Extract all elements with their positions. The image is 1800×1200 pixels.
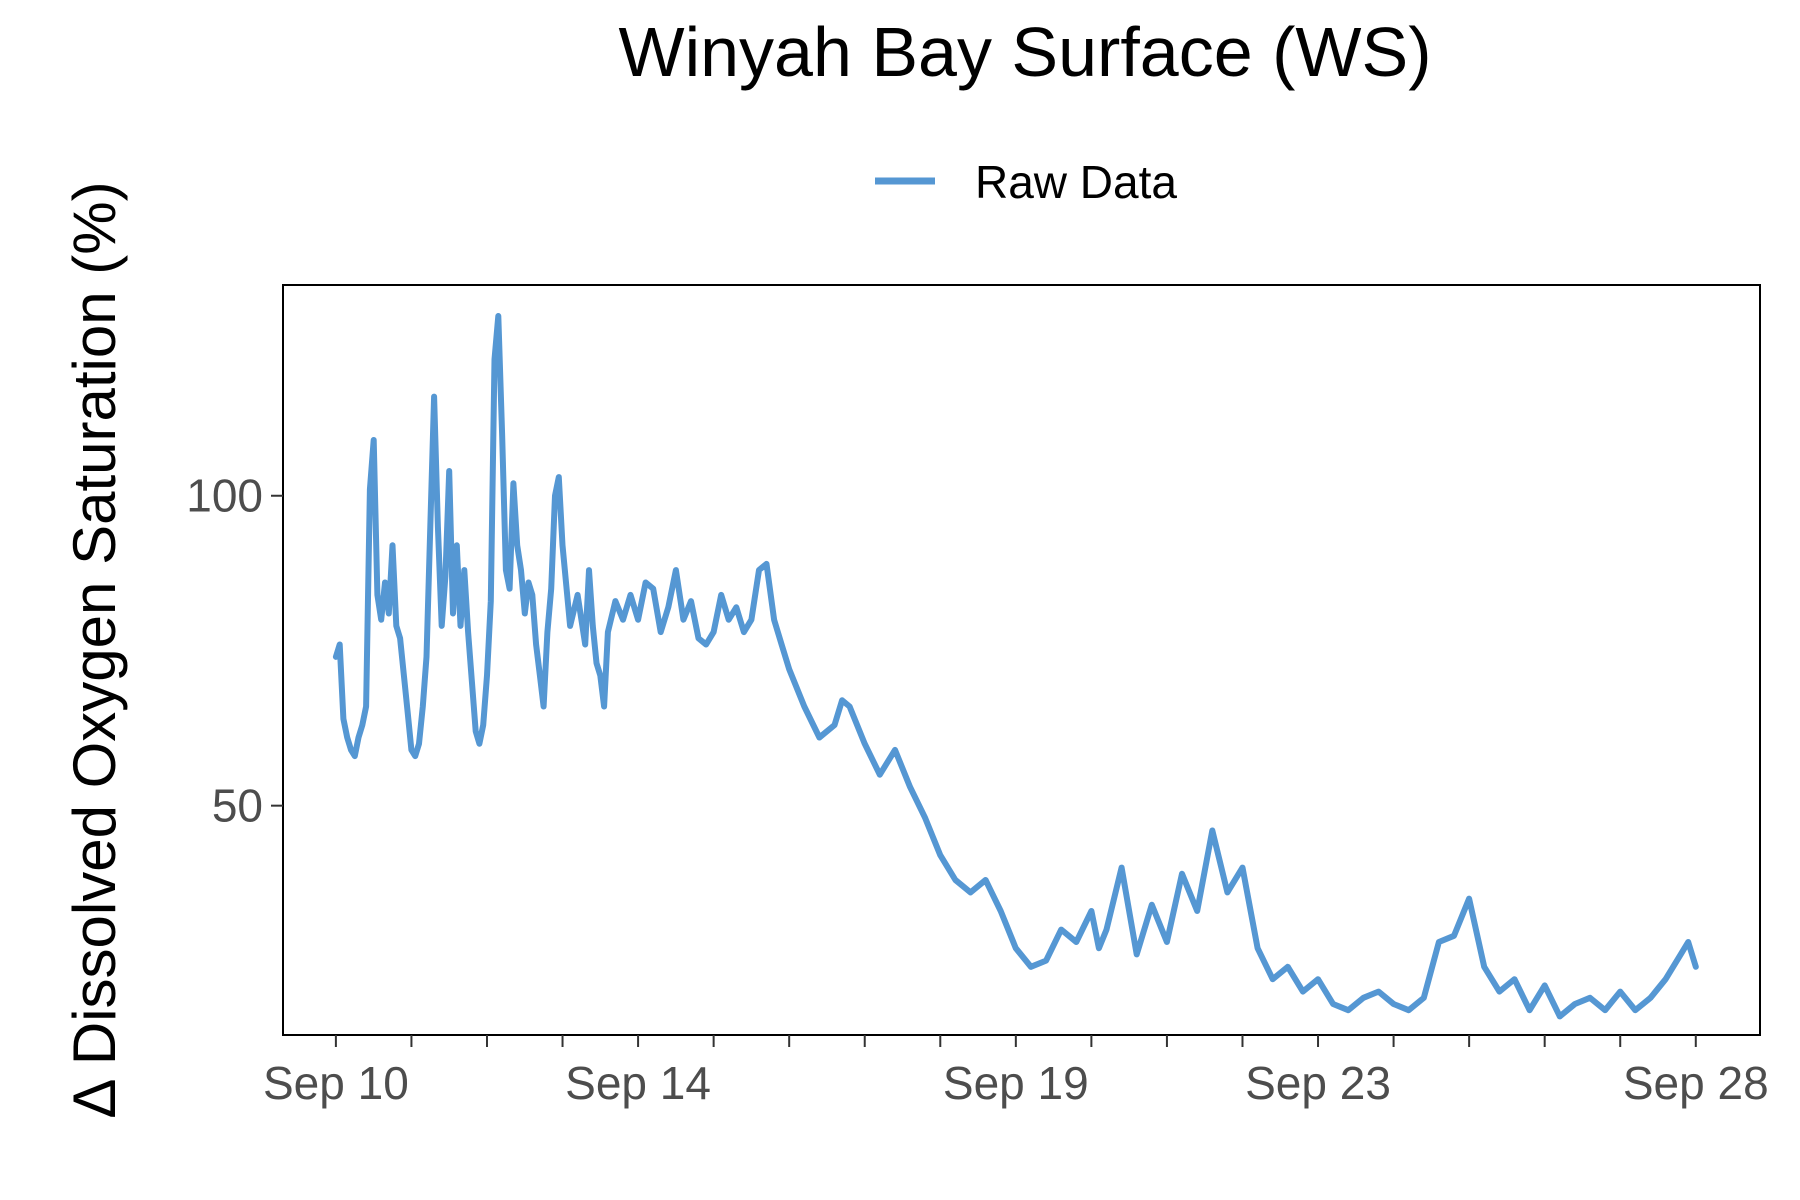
chart-title: Winyah Bay Surface (WS): [619, 13, 1432, 91]
series-layer: [332, 313, 1699, 1020]
y-axis-title: Δ Dissolved Oxygen Saturation (%): [61, 181, 128, 1118]
x-tick-label: Sep 14: [565, 1057, 711, 1109]
x-tick-label: Sep 23: [1245, 1057, 1391, 1109]
y-tick-label: 100: [186, 470, 263, 522]
x-tick-label: Sep 19: [943, 1057, 1089, 1109]
plot-panel-border: [282, 284, 1761, 1036]
x-tick-label: Sep 10: [263, 1057, 409, 1109]
legend-label-raw-data: Raw Data: [975, 156, 1177, 208]
y-axis: 50 100: [186, 470, 283, 832]
x-tick-label: Sep 28: [1623, 1057, 1769, 1109]
x-axis: Sep 10 Sep 14 Sep 19 Sep 23 Sep 28: [263, 1035, 1769, 1109]
legend: Raw Data: [875, 156, 1177, 208]
series-line-raw-data: [332, 313, 1699, 1020]
y-tick-label: 50: [212, 780, 263, 832]
